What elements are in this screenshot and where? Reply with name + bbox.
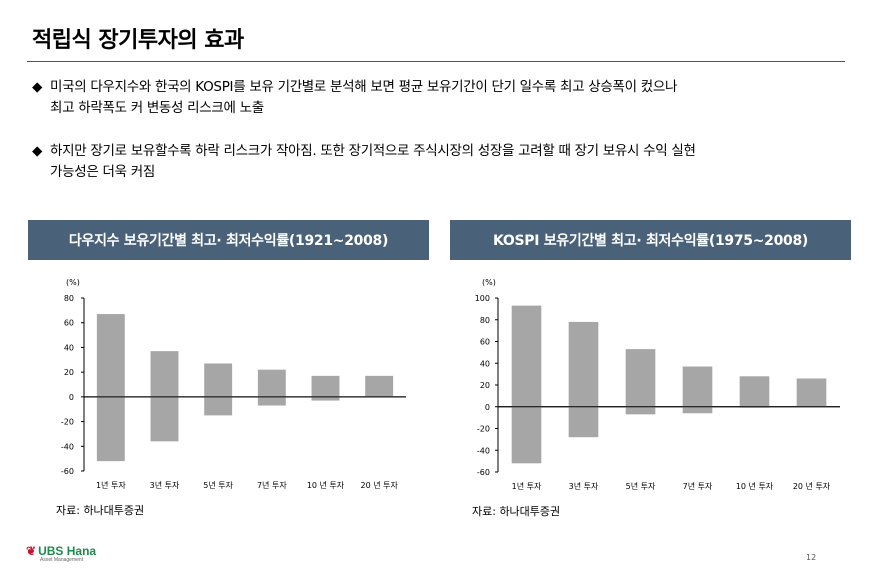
category-label: 10 년 투자 — [736, 481, 774, 491]
bar-max — [204, 363, 233, 397]
bar-min — [311, 396, 340, 401]
y-tick-label: -20 — [61, 418, 74, 427]
bar-max — [511, 305, 542, 407]
bar-max — [568, 321, 599, 407]
bullet-2-line-1: 하지만 장기로 보유할수록 하락 리스크가 작아짐. 또한 장기적으로 주식시장… — [50, 143, 696, 159]
bar-max — [796, 378, 827, 407]
bar-min — [96, 396, 125, 462]
category-label: 7년 투자 — [257, 480, 287, 490]
category-label: 1년 투자 — [512, 481, 542, 491]
page-title: 적립식 장기투자의 효과 — [32, 28, 244, 53]
bar-max — [365, 375, 394, 397]
bar-max — [311, 375, 340, 397]
category-label: 1년 투자 — [96, 480, 126, 490]
category-label: 3년 투자 — [569, 481, 599, 491]
y-tick-label: -40 — [477, 446, 490, 455]
logo-name: UBS Hana — [38, 544, 97, 558]
y-tick-label: 20 — [64, 368, 74, 377]
chart-2-title: KOSPI 보유기간별 최고· 최저수익률(1975~2008) — [450, 220, 851, 260]
bullet-2: ◆ 하지만 장기로 보유할수록 하락 리스크가 작아짐. 또한 장기적으로 주식시… — [32, 141, 852, 183]
y-tick-label: 60 — [64, 319, 74, 328]
category-label: 5년 투자 — [203, 480, 233, 490]
y-tick-label: 80 — [480, 316, 490, 325]
bar-min — [257, 396, 286, 406]
category-label: 5년 투자 — [626, 481, 656, 491]
bar-max — [257, 369, 286, 397]
title-divider — [27, 61, 845, 62]
y-unit-label: (%) — [66, 278, 80, 287]
kospi-chart: (%) 100 80 60 40 20 0 -20 -40 -60 1년 투자 3년 투자 5년 투자 7… — [475, 278, 840, 491]
chart-1-source: 자료: 하나대투증권 — [56, 504, 145, 517]
bullet-mark: ◆ — [32, 143, 43, 159]
bar-min — [150, 396, 179, 442]
y-tick-label: 60 — [480, 338, 490, 347]
category-label: 7년 투자 — [683, 481, 713, 491]
chart-2-source: 자료: 하나대투증권 — [472, 505, 561, 518]
y-tick-label: 0 — [69, 393, 74, 402]
bar-max — [96, 314, 125, 397]
page-number: 12 — [806, 553, 817, 562]
y-unit-label: (%) — [482, 278, 496, 287]
bar-min — [204, 396, 233, 416]
category-label: 10 년 투자 — [307, 480, 345, 490]
logo-subtitle: Asset Management — [40, 557, 84, 563]
category-label: 3년 투자 — [150, 480, 180, 490]
bar-max — [150, 351, 179, 397]
bullet-1: ◆ 미국의 다우지수와 한국의 KOSPI를 보유 기간별로 분석해 보면 평균 … — [32, 77, 852, 119]
bar-min — [625, 406, 656, 415]
dow-chart: (%) 80 60 40 20 0 -20 -40 -60 1년 투자 3년 투자 5년 투자 7년 투… — [61, 278, 406, 490]
y-tick-label: 40 — [480, 359, 490, 368]
y-tick-label: -40 — [61, 442, 74, 451]
bullet-1-line-1: 미국의 다우지수와 한국의 KOSPI를 보유 기간별로 분석해 보면 평균 보… — [50, 79, 678, 95]
bullet-1-line-2: 최고 하락폭도 커 변동성 리스크에 노출 — [50, 100, 264, 116]
y-tick-label: -60 — [477, 468, 490, 477]
bar-max — [625, 349, 656, 407]
bar-min — [682, 406, 713, 414]
y-tick-label: -20 — [477, 425, 490, 434]
bar-max — [739, 376, 770, 407]
y-tick-label: 20 — [480, 381, 490, 390]
bar-min — [511, 406, 542, 464]
ubs-hana-logo: ❦ UBS Hana Asset Management — [26, 544, 96, 563]
y-tick-label: 40 — [64, 343, 74, 352]
y-tick-label: 80 — [64, 294, 74, 303]
chart-1-title: 다우지수 보유기간별 최고· 최저수익률(1921~2008) — [28, 220, 429, 260]
bar-min — [568, 406, 599, 438]
category-label: 20 년 투자 — [360, 480, 398, 490]
logo-emblem-icon: ❦ — [26, 544, 37, 558]
bullet-2-line-2: 가능성은 더욱 커짐 — [50, 164, 155, 180]
y-tick-label: 0 — [485, 403, 490, 412]
bar-min — [739, 406, 770, 408]
y-tick-label: -60 — [61, 467, 74, 476]
category-label: 20 년 투자 — [793, 481, 831, 491]
y-tick-label: 100 — [475, 294, 490, 303]
bar-max — [682, 366, 713, 407]
bullet-mark: ◆ — [32, 79, 43, 95]
